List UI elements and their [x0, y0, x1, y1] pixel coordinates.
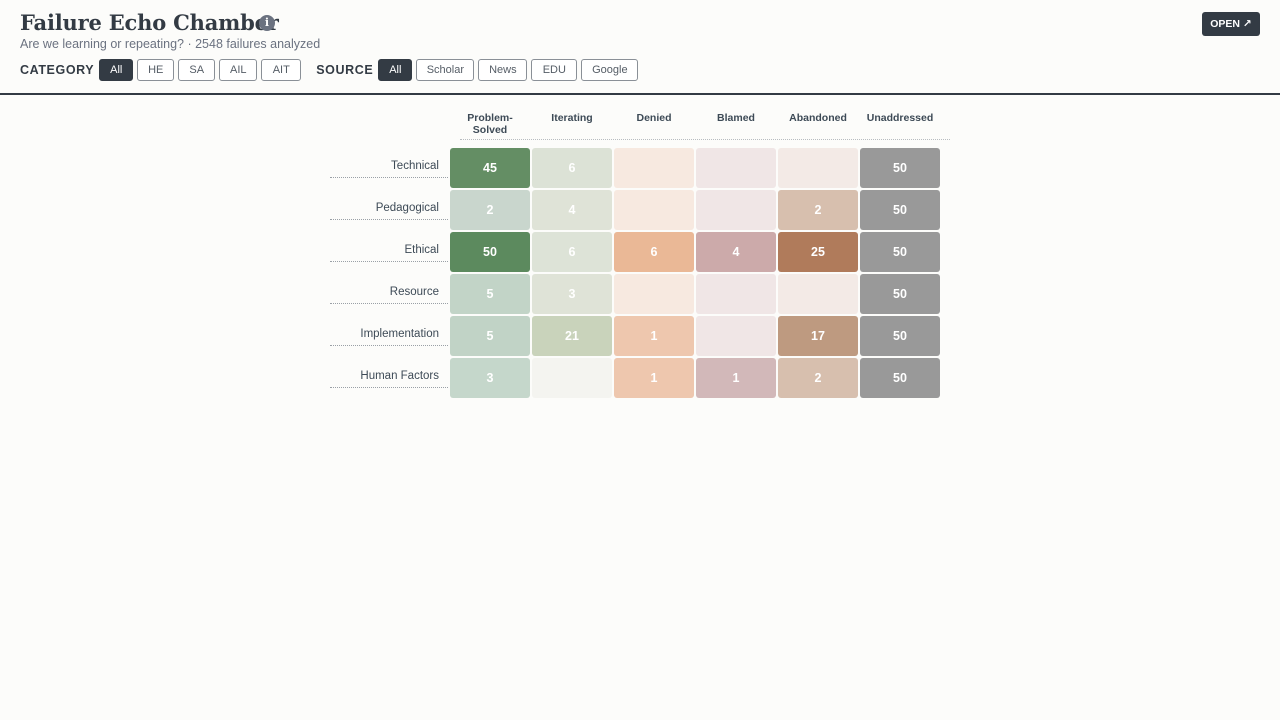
heatmap-cell-resource-denied[interactable] [614, 274, 694, 314]
heatmap-cell-implementation-abandoned[interactable]: 17 [778, 316, 858, 356]
category-filter-label: CATEGORY [20, 63, 95, 77]
source-chip-scholar[interactable]: Scholar [416, 59, 475, 81]
row-label-technical: Technical [330, 158, 448, 178]
filter-bar: CATEGORY All HE SA AIL AIT SOURCE All Sc… [20, 59, 642, 81]
source-filter-label: SOURCE [316, 63, 374, 77]
heatmap-cell-implementation-denied[interactable]: 1 [614, 316, 694, 356]
heatmap-cell-technical-iterating[interactable]: 6 [532, 148, 612, 188]
heatmap-cell-implementation-unaddressed[interactable]: 50 [860, 316, 940, 356]
row-label-implementation: Implementation [330, 326, 448, 346]
heatmap-cell-ethical-denied[interactable]: 6 [614, 232, 694, 272]
source-chip-google[interactable]: Google [581, 59, 639, 81]
heatmap-cell-ethical-abandoned[interactable]: 25 [778, 232, 858, 272]
header: Failure Echo Chamber i Are we learning o… [0, 0, 1280, 95]
column-header-denied: Denied [636, 112, 672, 124]
category-chip-he[interactable]: HE [137, 59, 175, 81]
row-label-ethical: Ethical [330, 242, 448, 262]
category-chip-ait[interactable]: AIT [261, 59, 302, 81]
row-label-pedagogical: Pedagogical [330, 200, 448, 220]
source-chip-news[interactable]: News [478, 59, 528, 81]
header-divider [460, 139, 950, 140]
heatmap-cell-technical-blamed[interactable] [696, 148, 776, 188]
page-title: Failure Echo Chamber [20, 10, 279, 35]
heatmap-cell-resource-unaddressed[interactable]: 50 [860, 274, 940, 314]
heatmap-cell-technical-unaddressed[interactable]: 50 [860, 148, 940, 188]
heatmap-cell-ethical-iterating[interactable]: 6 [532, 232, 612, 272]
heatmap-cell-pedagogical-denied[interactable] [614, 190, 694, 230]
category-chip-sa[interactable]: SA [178, 59, 216, 81]
heatmap-cell-resource-blamed[interactable] [696, 274, 776, 314]
heatmap-cell-pedagogical-blamed[interactable] [696, 190, 776, 230]
heatmap-cell-resource-abandoned[interactable] [778, 274, 858, 314]
heatmap-cell-human-factors-problem-solved[interactable]: 3 [450, 358, 530, 398]
info-icon[interactable]: i [259, 15, 275, 31]
heatmap-cell-technical-problem-solved[interactable]: 45 [450, 148, 530, 188]
heatmap-cell-pedagogical-abandoned[interactable]: 2 [778, 190, 858, 230]
heatmap-cell-pedagogical-problem-solved[interactable]: 2 [450, 190, 530, 230]
heatmap-cell-human-factors-denied[interactable]: 1 [614, 358, 694, 398]
source-chip-all[interactable]: All [378, 59, 413, 81]
heatmap-cell-human-factors-iterating[interactable] [532, 358, 612, 398]
heatmap-cell-implementation-problem-solved[interactable]: 5 [450, 316, 530, 356]
heatmap-cell-pedagogical-iterating[interactable]: 4 [532, 190, 612, 230]
column-header-iterating: Iterating [551, 112, 593, 124]
heatmap-cell-human-factors-blamed[interactable]: 1 [696, 358, 776, 398]
category-chip-all[interactable]: All [99, 59, 134, 81]
column-header-blamed: Blamed [717, 112, 755, 124]
category-chip-ail[interactable]: AIL [219, 59, 258, 81]
heatmap-cell-resource-problem-solved[interactable]: 5 [450, 274, 530, 314]
page-subtitle: Are we learning or repeating? · 2548 fai… [20, 37, 321, 51]
row-label-resource: Resource [330, 284, 448, 304]
heatmap-cell-implementation-blamed[interactable] [696, 316, 776, 356]
heatmap-cell-ethical-problem-solved[interactable]: 50 [450, 232, 530, 272]
heatmap-cell-ethical-unaddressed[interactable]: 50 [860, 232, 940, 272]
heatmap-cell-pedagogical-unaddressed[interactable]: 50 [860, 190, 940, 230]
heatmap-cell-ethical-blamed[interactable]: 4 [696, 232, 776, 272]
heatmap-cell-human-factors-abandoned[interactable]: 2 [778, 358, 858, 398]
source-chip-edu[interactable]: EDU [531, 59, 578, 81]
heatmap-cell-technical-abandoned[interactable] [778, 148, 858, 188]
heatmap-cell-implementation-iterating[interactable]: 21 [532, 316, 612, 356]
row-label-human-factors: Human Factors [330, 368, 448, 388]
heatmap-cell-human-factors-unaddressed[interactable]: 50 [860, 358, 940, 398]
column-header-abandoned: Abandoned [789, 112, 847, 124]
heatmap-cell-resource-iterating[interactable]: 3 [532, 274, 612, 314]
heatmap-cell-technical-denied[interactable] [614, 148, 694, 188]
open-button[interactable]: OPEN ↗ [1202, 12, 1260, 36]
column-header-unaddressed: Unaddressed [866, 112, 934, 124]
column-header-problem-solved: Problem- Solved [467, 112, 513, 136]
